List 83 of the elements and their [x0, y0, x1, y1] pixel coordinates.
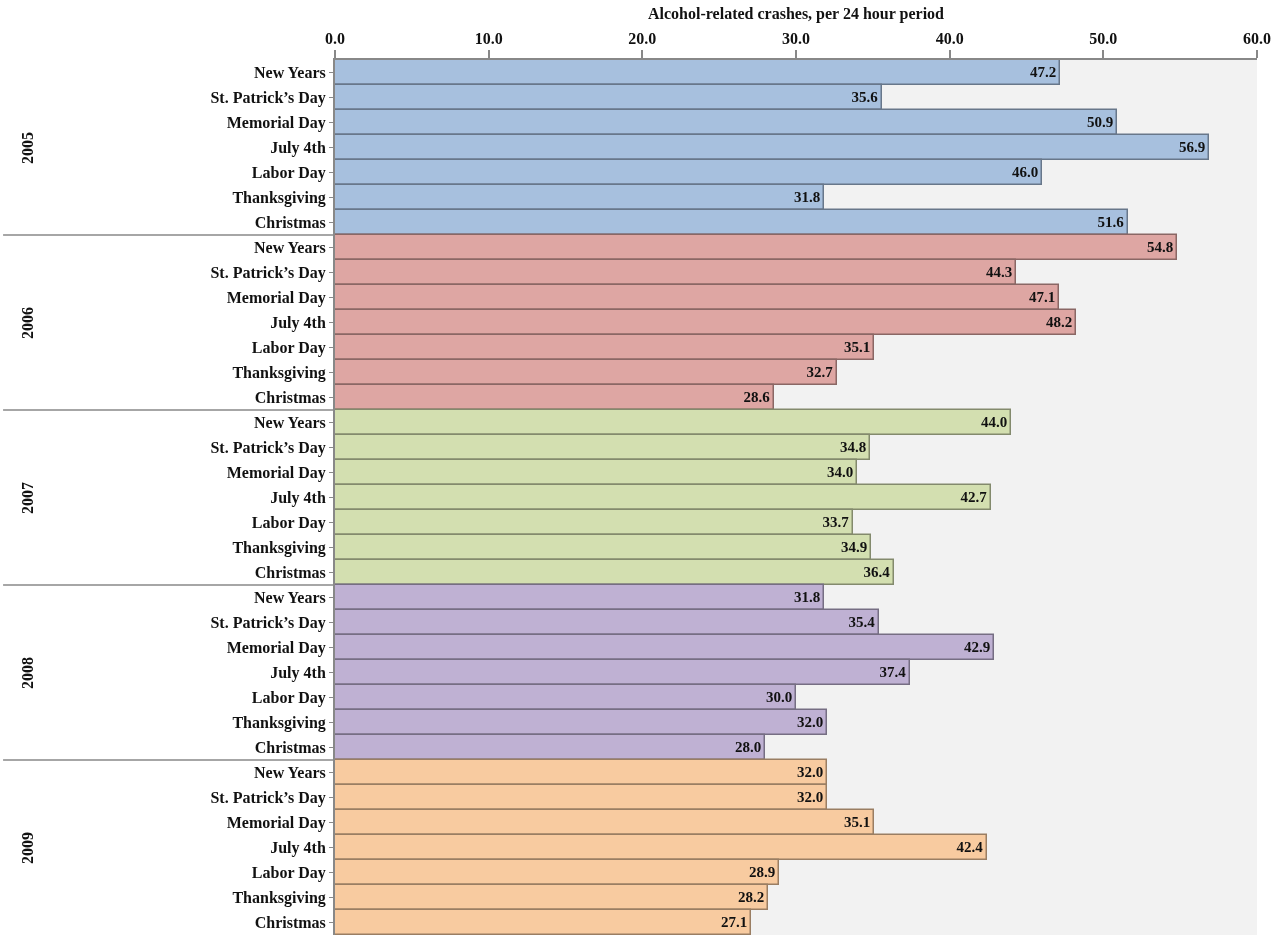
y-tick-label: Christmas: [254, 739, 326, 757]
text: 2009: [18, 831, 36, 864]
data-label: 47.1: [1029, 288, 1056, 305]
x-tick-label: 60.0: [1243, 29, 1271, 47]
data-label: 27.1: [721, 913, 748, 930]
x-tick-label: 10.0: [474, 29, 503, 47]
y-tick-label: Christmas: [254, 914, 326, 932]
y-tick-label: Labor Day: [251, 514, 326, 533]
y-tick-label: St. Patrick’s Day: [210, 264, 326, 283]
y-tick-label: Memorial Day: [226, 464, 326, 483]
data-label: 31.8: [794, 188, 821, 205]
y-tick-label: July 4th: [270, 839, 326, 858]
y-tick-label: Christmas: [254, 214, 326, 232]
x-tick-label: 30.0: [782, 29, 810, 47]
text: 2006: [18, 306, 36, 339]
y-tick-label: Labor Day: [251, 339, 326, 358]
y-tick-label: St. Patrick’s Day: [210, 789, 326, 808]
y-tick-label: St. Patrick’s Day: [210, 439, 326, 458]
y-tick-label: New Years: [253, 764, 326, 782]
y-tick-label: July 4th: [270, 314, 326, 333]
y-tick-label: New Years: [253, 414, 326, 432]
data-label: 28.9: [749, 863, 776, 880]
y-tick-label: St. Patrick’s Day: [210, 614, 326, 633]
y-tick-label: Thanksgiving: [232, 189, 326, 208]
x-tick-label: 40.0: [935, 29, 964, 47]
data-label: 28.2: [738, 888, 765, 905]
data-label: 36.4: [863, 563, 891, 580]
y-tick-label: Labor Day: [251, 689, 326, 708]
text: 2008: [18, 656, 36, 689]
y-tick-label: Christmas: [254, 564, 326, 582]
y-tick-label: Memorial Day: [226, 114, 326, 133]
data-label: 35.4: [848, 613, 876, 630]
data-label: 56.9: [1179, 138, 1206, 155]
data-label: 31.8: [794, 588, 821, 605]
y-tick-label: New Years: [253, 589, 326, 607]
y-tick-label: Labor Day: [251, 864, 326, 883]
data-label: 51.6: [1097, 213, 1125, 230]
x-tick-label: 0.0: [325, 29, 345, 47]
data-label: 50.9: [1087, 113, 1114, 130]
data-label: 48.2: [1046, 313, 1073, 330]
data-label: 30.0: [766, 688, 793, 705]
data-label: 35.1: [844, 813, 871, 830]
y-tick-label: Memorial Day: [226, 814, 326, 833]
y-tick-label: St. Patrick’s Day: [210, 89, 326, 108]
y-tick-label: July 4th: [270, 489, 326, 508]
data-label: 32.0: [797, 763, 824, 780]
y-tick-label: Memorial Day: [226, 639, 326, 658]
data-label: 28.6: [743, 388, 771, 405]
y-tick-label: Thanksgiving: [232, 539, 326, 558]
y-tick-label: July 4th: [270, 139, 326, 158]
x-tick-label: 20.0: [628, 29, 657, 47]
data-label: 32.7: [806, 363, 834, 380]
data-label: 54.8: [1147, 238, 1174, 255]
data-label: 44.3: [986, 263, 1013, 280]
data-label: 35.1: [844, 338, 871, 355]
data-label: 42.9: [964, 638, 991, 655]
y-tick-label: Labor Day: [251, 164, 326, 183]
y-tick-label: Thanksgiving: [232, 714, 326, 733]
data-label: 34.9: [841, 538, 868, 555]
data-label: 35.6: [851, 88, 879, 105]
data-label: 46.0: [1012, 163, 1039, 180]
data-label: 47.2: [1030, 63, 1057, 80]
data-label: 42.4: [956, 838, 984, 855]
data-label: 44.0: [981, 413, 1008, 430]
data-label: 34.0: [827, 463, 854, 480]
y-tick-label: Thanksgiving: [232, 889, 326, 908]
x-axis-title: Alcohol-related crashes, per 24 hour period: [648, 5, 945, 23]
data-label: 28.0: [735, 738, 762, 755]
y-tick-label: New Years: [253, 64, 326, 82]
text: 2007: [18, 481, 36, 514]
data-label: 32.0: [797, 713, 824, 730]
y-tick-label: July 4th: [270, 664, 326, 683]
data-label: 34.8: [840, 438, 867, 455]
x-tick-label: 50.0: [1089, 29, 1118, 47]
data-label: 33.7: [822, 513, 850, 530]
data-label: 32.0: [797, 788, 824, 805]
y-tick-label: New Years: [253, 239, 326, 257]
data-label: 37.4: [879, 663, 907, 680]
y-tick-label: Christmas: [254, 389, 326, 407]
data-label: 42.7: [960, 488, 988, 505]
text: 2005: [18, 131, 36, 164]
y-tick-label: Memorial Day: [226, 289, 326, 308]
y-tick-label: Thanksgiving: [232, 364, 326, 383]
